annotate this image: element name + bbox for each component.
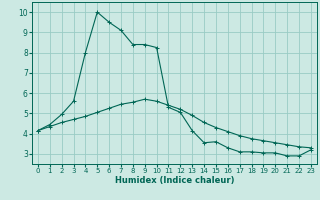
X-axis label: Humidex (Indice chaleur): Humidex (Indice chaleur)	[115, 176, 234, 185]
